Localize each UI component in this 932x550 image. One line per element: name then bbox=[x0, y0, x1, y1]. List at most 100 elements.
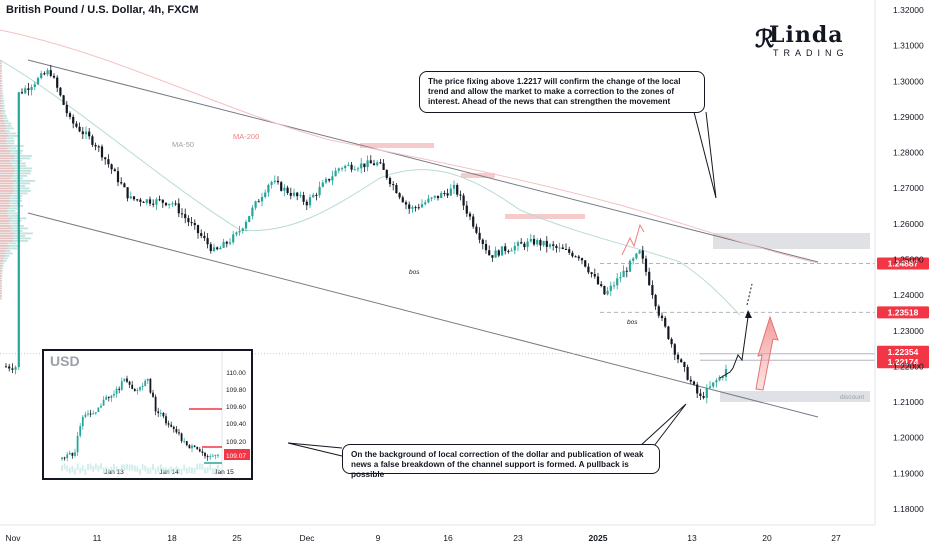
volume-profile-bar bbox=[0, 75, 3, 77]
inset-candle-body bbox=[204, 452, 206, 457]
volume-profile-bar-sell bbox=[0, 272, 2, 275]
candle-body bbox=[488, 250, 491, 256]
inset-volume-bar bbox=[185, 467, 188, 474]
candle-body bbox=[414, 207, 417, 209]
bos-label-2: bos bbox=[627, 319, 638, 326]
candle-body bbox=[148, 199, 152, 204]
volume-profile-bar-sell bbox=[0, 62, 1, 65]
candle-body bbox=[619, 277, 622, 279]
y-tick-label: 1.28000 bbox=[893, 148, 924, 158]
candle-body bbox=[561, 247, 564, 250]
volume-profile-bar bbox=[0, 92, 4, 95]
candle-body bbox=[286, 187, 289, 194]
y-tick-label: 1.27000 bbox=[893, 183, 924, 193]
candle-body bbox=[52, 75, 56, 78]
candle-body bbox=[449, 188, 452, 196]
volume-profile-bar bbox=[0, 137, 14, 140]
supply-zone-1 bbox=[360, 143, 434, 148]
y-tick-label: 1.25000 bbox=[893, 255, 924, 265]
ma-200-label: MA-200 bbox=[233, 132, 259, 141]
candle-body bbox=[459, 194, 462, 196]
inset-candle-body bbox=[152, 392, 154, 397]
inset-y-tick: 109.07 bbox=[226, 453, 246, 460]
volume-profile-bar-sell bbox=[0, 152, 10, 155]
candle-body bbox=[702, 396, 705, 398]
volume-profile-bar-sell bbox=[0, 147, 8, 150]
inset-candle-body bbox=[94, 412, 97, 414]
candle-body bbox=[648, 271, 651, 286]
volume-profile-bar bbox=[0, 182, 30, 185]
candle-body bbox=[33, 84, 36, 88]
candle-body bbox=[136, 199, 139, 201]
volume-profile-bar bbox=[0, 280, 3, 282]
x-tick-label: 9 bbox=[376, 533, 381, 543]
volume-profile-bar-sell bbox=[0, 172, 14, 175]
candle-body bbox=[657, 306, 660, 316]
inset-volume-bar bbox=[115, 466, 118, 473]
volume-profile-bar bbox=[0, 292, 3, 295]
candle-body bbox=[552, 244, 555, 246]
inset-x-tick: Jan 15 bbox=[214, 469, 234, 476]
candle-body bbox=[596, 276, 600, 285]
candle-body bbox=[129, 196, 132, 199]
inset-candle-body bbox=[206, 456, 209, 458]
inset-volume-bar bbox=[188, 466, 191, 473]
volume-profile-bar bbox=[0, 175, 28, 177]
volume-profile-bar-sell bbox=[0, 77, 1, 80]
candle-body bbox=[17, 92, 20, 368]
inset-x-tick: Jan 13 bbox=[104, 469, 124, 476]
candle-body bbox=[142, 201, 145, 203]
volume-profile-bar bbox=[0, 155, 33, 157]
candle-body bbox=[328, 178, 331, 181]
candle-body bbox=[116, 171, 120, 183]
candle-body bbox=[430, 197, 433, 199]
inset-candle-body bbox=[100, 405, 102, 408]
volume-profile-bar-sell bbox=[0, 90, 2, 92]
volume-profile-bar-sell bbox=[0, 200, 10, 202]
supply-zone-3 bbox=[505, 214, 585, 219]
candle-body bbox=[718, 377, 721, 381]
candle-body bbox=[584, 260, 587, 267]
volume-profile-bar-sell bbox=[0, 245, 10, 247]
volume-profile-bar-sell bbox=[0, 277, 1, 280]
candle-body bbox=[203, 235, 206, 239]
volume-profile-bar bbox=[0, 195, 23, 197]
volume-profile-bar-sell bbox=[0, 117, 4, 120]
inset-y-tick: 109.80 bbox=[226, 387, 246, 394]
inset-volume-bar bbox=[162, 467, 165, 474]
candle-body bbox=[388, 178, 392, 185]
candle-body bbox=[401, 197, 404, 203]
candle-body bbox=[104, 157, 107, 160]
candle-body bbox=[699, 393, 702, 397]
inset-volume-bar bbox=[123, 464, 126, 471]
candle-body bbox=[628, 260, 632, 272]
volume-profile-bar-sell bbox=[0, 235, 12, 237]
candle-body bbox=[580, 258, 584, 261]
volume-profile-bar bbox=[0, 252, 13, 255]
volume-profile-bar-sell bbox=[0, 240, 13, 242]
volume-profile-bar-sell bbox=[0, 295, 1, 297]
candle-body bbox=[622, 270, 625, 278]
volume-profile-bar-sell bbox=[0, 142, 7, 145]
price-level-label: 1.22174 bbox=[888, 357, 919, 367]
candle-body bbox=[504, 246, 507, 251]
volume-profile-bar-sell bbox=[0, 232, 15, 235]
candle-body bbox=[539, 240, 542, 246]
candle-body bbox=[206, 238, 209, 245]
candle-body bbox=[372, 163, 376, 166]
candle-body bbox=[171, 203, 174, 205]
x-tick-label: 18 bbox=[167, 533, 177, 543]
inset-volume-bar bbox=[198, 463, 201, 470]
inset-volume-bar bbox=[183, 464, 186, 471]
inset-candle-body bbox=[170, 424, 173, 427]
volume-profile-bar-sell bbox=[0, 135, 9, 137]
candle-body bbox=[347, 164, 350, 166]
volume-profile-bar-sell bbox=[0, 260, 3, 262]
volume-profile-bar bbox=[0, 160, 22, 162]
volume-profile-bar-sell bbox=[0, 290, 1, 292]
inset-volume-bar bbox=[100, 463, 102, 470]
volume-profile-bar bbox=[0, 147, 17, 150]
inset-volume-bar bbox=[71, 466, 74, 473]
y-tick-label: 1.19000 bbox=[893, 468, 924, 478]
volume-profile-bar-sell bbox=[0, 85, 2, 87]
